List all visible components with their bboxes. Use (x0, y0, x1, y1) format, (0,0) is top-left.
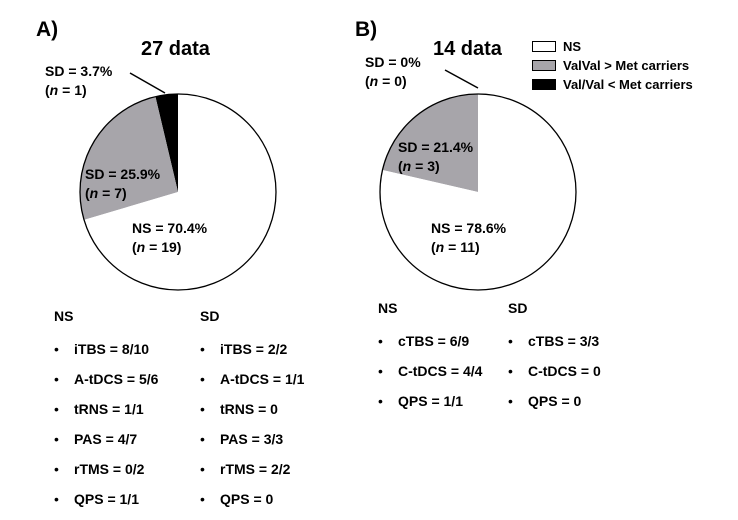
list-item: A-tDCS = 1/1 (200, 370, 304, 400)
slice-label-b-ns: NS = 78.6% (n = 11) (431, 219, 506, 257)
list-header-a-ns: NS (54, 308, 74, 324)
pie-a-outline (79, 93, 277, 291)
legend-swatch-valval-less (532, 79, 556, 90)
list-item: cTBS = 3/3 (508, 332, 601, 362)
legend-label-ns: NS (563, 39, 582, 54)
slice-label-b-sd-black-count: = 0) (378, 73, 407, 89)
slice-label-a-sd-black-line1: SD = 3.7% (45, 63, 113, 79)
slice-label-a-sd-black: SD = 3.7% (n = 1) (45, 62, 112, 100)
slice-label-a-ns-count: = 19) (145, 239, 182, 255)
list-item: tRNS = 1/1 (54, 400, 158, 430)
list-header-b-sd: SD (508, 300, 528, 316)
list-item: QPS = 0 (508, 392, 601, 422)
list-item: C-tDCS = 4/4 (378, 362, 482, 392)
slice-label-b-sd-gray-line1: SD = 21.4% (398, 139, 474, 155)
slice-label-b-ns-line1: NS = 78.6% (431, 220, 507, 236)
list-item: PAS = 3/3 (200, 430, 304, 460)
slice-label-b-ns-n: n (435, 239, 445, 255)
pie-b-leader-line (444, 69, 479, 89)
slice-label-a-sd-black-open: ( (45, 82, 50, 98)
list-item: PAS = 4/7 (54, 430, 158, 460)
slice-label-a-sd-gray-count: = 7) (98, 185, 127, 201)
list-item: iTBS = 2/2 (200, 340, 304, 370)
list-item: cTBS = 6/9 (378, 332, 482, 362)
slice-label-b-sd-gray-n: n (402, 158, 412, 174)
list-item: rTMS = 2/2 (200, 460, 304, 490)
list-item: C-tDCS = 0 (508, 362, 601, 392)
slice-label-b-sd-black-line1: SD = 0% (365, 54, 421, 70)
panel-label-a: A) (36, 18, 59, 41)
list-a-sd: iTBS = 2/2 A-tDCS = 1/1 tRNS = 0 PAS = 3… (200, 340, 304, 520)
pie-a-slice-ns-0 (84, 94, 276, 290)
list-item: rTMS = 0/2 (54, 460, 158, 490)
pie-a-leader-line (129, 72, 166, 94)
pie-a-slice-sd-2 (155, 94, 178, 192)
panel-label-b: B) (355, 18, 378, 41)
slice-label-a-sd-black-n: n (49, 82, 59, 98)
legend-swatch-ns (532, 41, 556, 52)
list-header-a-sd: SD (200, 308, 220, 324)
list-b-sd: cTBS = 3/3 C-tDCS = 0 QPS = 0 (508, 332, 601, 422)
list-item: QPS = 1/1 (378, 392, 482, 422)
list-header-b-ns: NS (378, 300, 398, 316)
slice-label-a-sd-gray: SD = 25.9% (n = 7) (85, 165, 160, 203)
slice-label-a-sd-gray-line1: SD = 25.9% (85, 166, 161, 182)
slice-label-b-ns-count: = 11) (444, 239, 480, 255)
slice-label-b-sd-gray-open: ( (398, 158, 403, 174)
slice-label-a-sd-gray-open: ( (85, 185, 90, 201)
chart-title-a: 27 data (141, 38, 210, 60)
slice-label-b-sd-gray-count: = 3) (411, 158, 440, 174)
slice-label-b-ns-open: ( (431, 239, 436, 255)
pie-b-outline (379, 93, 577, 291)
list-item: iTBS = 8/10 (54, 340, 158, 370)
slice-label-a-sd-black-count: = 1) (58, 82, 87, 98)
legend-label-valval-less: Val/Val < Met carriers (563, 77, 693, 92)
slice-label-b-sd-black-n: n (369, 73, 379, 89)
pie-b-slice-sd-1 (382, 94, 478, 192)
list-item: QPS = 1/1 (54, 490, 158, 520)
slice-label-a-ns: NS = 70.4% (n = 19) (132, 219, 207, 257)
list-b-ns: cTBS = 6/9 C-tDCS = 4/4 QPS = 1/1 (378, 332, 482, 422)
list-a-ns: iTBS = 8/10 A-tDCS = 5/6 tRNS = 1/1 PAS … (54, 340, 158, 520)
list-item: tRNS = 0 (200, 400, 304, 430)
slice-label-b-sd-gray: SD = 21.4% (n = 3) (398, 138, 473, 176)
slice-label-a-ns-n: n (136, 239, 146, 255)
list-item: QPS = 0 (200, 490, 304, 520)
slice-label-a-ns-open: ( (132, 239, 137, 255)
slice-label-a-sd-gray-n: n (89, 185, 99, 201)
pie-b-slice-ns-0 (380, 93, 577, 290)
slice-label-b-sd-black: SD = 0% (n = 0) (365, 53, 421, 91)
slice-label-b-sd-black-open: ( (365, 73, 370, 89)
slice-label-a-ns-line1: NS = 70.4% (132, 220, 208, 236)
legend-label-valval-greater: ValVal > Met carriers (563, 58, 690, 73)
legend-swatch-valval-greater (532, 60, 556, 71)
chart-title-b: 14 data (433, 38, 502, 60)
list-item: A-tDCS = 5/6 (54, 370, 158, 400)
